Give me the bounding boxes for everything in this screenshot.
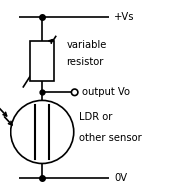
Circle shape — [71, 89, 78, 96]
Text: 0V: 0V — [114, 173, 127, 183]
Text: variable: variable — [66, 40, 107, 50]
Circle shape — [11, 100, 74, 163]
Text: output Vo: output Vo — [82, 87, 130, 97]
Text: +Vs: +Vs — [114, 13, 135, 22]
Text: other sensor: other sensor — [79, 133, 142, 143]
Text: LDR or: LDR or — [79, 112, 112, 122]
Bar — [30, 41, 54, 81]
Text: resistor: resistor — [66, 57, 104, 67]
